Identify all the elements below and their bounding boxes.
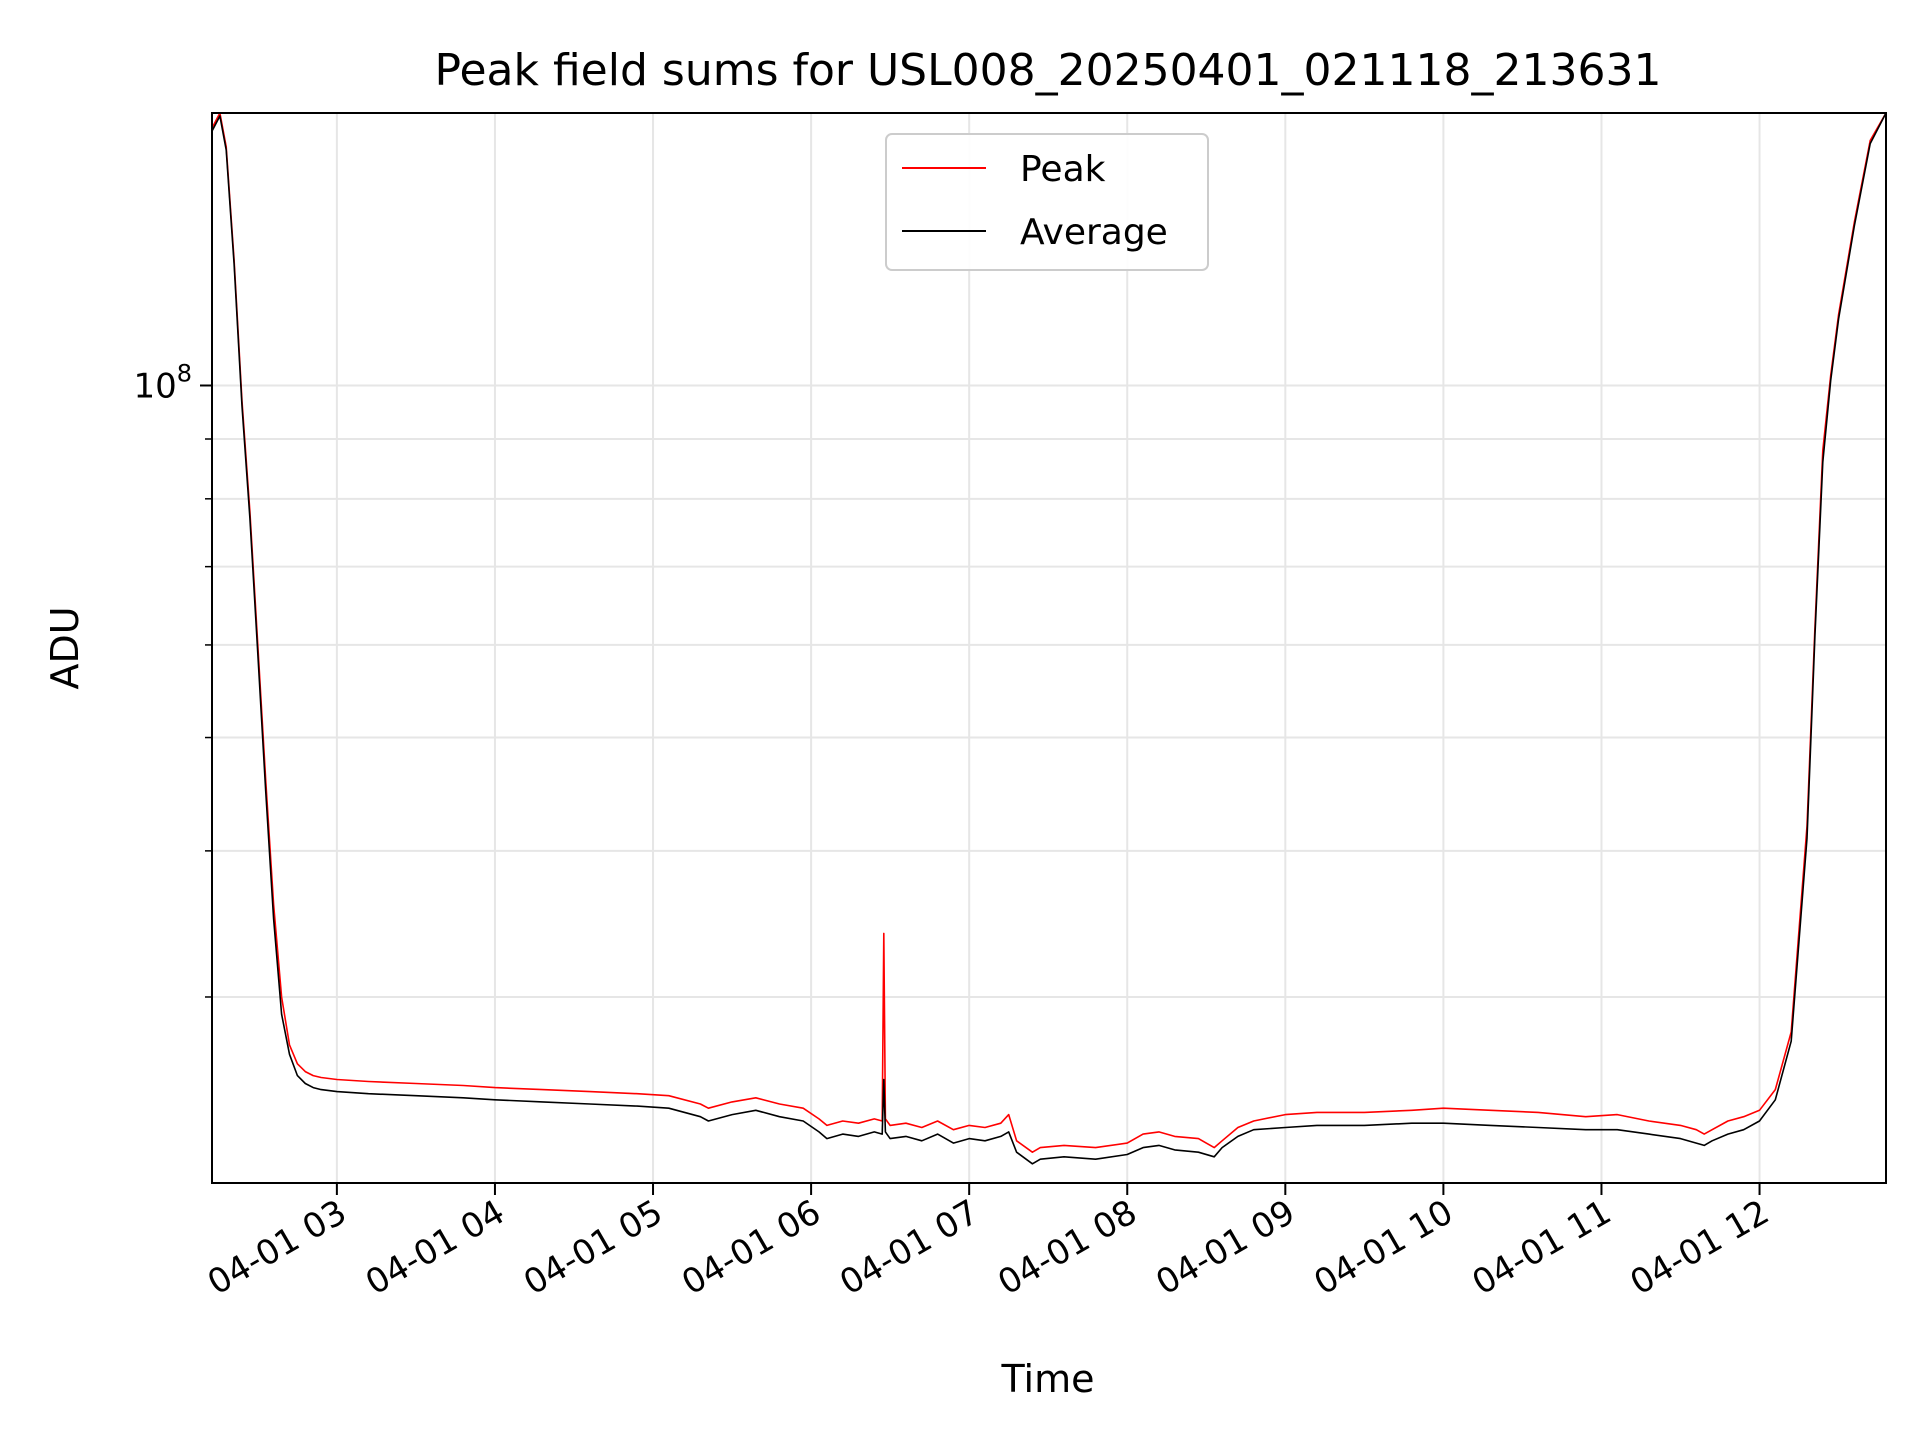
- legend-label-average: Average: [1020, 212, 1168, 253]
- y-tick-label: 108: [133, 359, 192, 406]
- y-axis: 108: [133, 359, 212, 998]
- legend: Peak Average: [885, 133, 1209, 271]
- axes-frame: [211, 112, 1887, 1184]
- plot-area: [211, 112, 1887, 1165]
- series-line-peak: [211, 112, 1887, 1153]
- series-line-average: [211, 112, 1887, 1165]
- y-axis-label: ADU: [43, 606, 87, 689]
- chart-title: Peak field sums for USL008_20250401_0211…: [435, 45, 1662, 96]
- x-axis-label: Time: [1001, 1357, 1095, 1401]
- legend-label-peak: Peak: [1020, 149, 1106, 190]
- grid-lines: [212, 113, 1886, 1183]
